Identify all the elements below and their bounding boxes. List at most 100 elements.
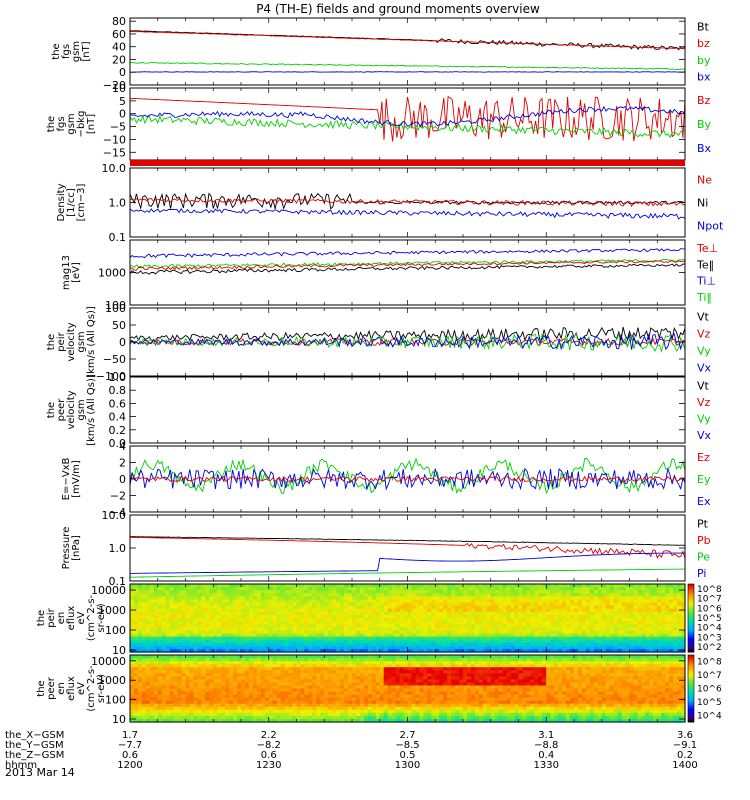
spectrogram-cell [197, 639, 202, 644]
spectrogram-cell [502, 639, 508, 644]
spectrogram-cell [264, 691, 270, 696]
spectrogram-cell [209, 667, 214, 671]
spectrogram-cell [470, 596, 476, 601]
spectrogram-cell [149, 715, 155, 720]
spectrogram-cell [300, 658, 306, 662]
spectrogram-cell [447, 584, 452, 588]
spectrogram-cell [403, 587, 409, 591]
spectrogram-cell [530, 611, 535, 616]
spectrogram-cell [161, 676, 167, 680]
spectrogram-cell [574, 636, 579, 641]
spectrogram-cell [554, 611, 559, 616]
spectrogram-cell [173, 709, 179, 714]
spectrogram-cell [229, 636, 234, 641]
spectrogram-cell [542, 602, 547, 607]
spectrogram-cell [292, 624, 298, 628]
spectrogram-cell [605, 599, 611, 604]
spectrogram-cell [574, 614, 579, 619]
spectrogram-cell [534, 584, 539, 588]
spectrogram-cell [173, 697, 179, 702]
spectrogram-cell [411, 661, 417, 665]
spectrogram-cell [213, 667, 218, 671]
spectrogram-cell [292, 593, 298, 597]
spectrogram-cell [284, 633, 290, 638]
spectrogram-cell [589, 621, 595, 625]
spectrogram-cell [332, 639, 337, 644]
spectrogram-cell [213, 670, 218, 674]
spectrogram-cell [320, 624, 325, 628]
spectrogram-cell [320, 630, 325, 635]
spectrogram-cell [209, 636, 214, 641]
spectrogram-cell [252, 611, 258, 616]
spectrogram-cell [375, 621, 381, 625]
spectrogram-cell [538, 630, 543, 635]
spectrogram-cell [645, 642, 650, 647]
spectrogram-cell [435, 630, 440, 635]
spectrogram-cell [181, 679, 187, 684]
spectrogram-cell [264, 685, 270, 690]
spectrogram-cell [637, 608, 642, 613]
spectrogram-cell [300, 630, 306, 635]
spectrogram-cell [256, 703, 262, 708]
spectrogram-cell [478, 636, 484, 641]
spectrogram-cell [161, 673, 167, 677]
spectrogram-cell [280, 703, 286, 708]
spectrogram-cell [423, 709, 428, 714]
spectrogram-cell [260, 599, 266, 604]
spectrogram-cell [411, 639, 417, 644]
spectrogram-cell [276, 661, 282, 665]
spectrogram-cell [669, 636, 674, 641]
spectrogram-cell [272, 590, 278, 594]
spectrogram-cell [439, 621, 444, 625]
spectrogram-cell [625, 642, 631, 647]
spectrogram-cell [145, 700, 151, 705]
spectrogram-cell [189, 703, 195, 708]
spectrogram-cell [280, 661, 286, 665]
spectrogram-cell [130, 676, 135, 680]
spectrogram-cell [379, 587, 385, 591]
spectrogram-cell [407, 676, 413, 680]
spectrogram-cell [363, 621, 369, 625]
spectrogram-cell [645, 630, 650, 635]
spectrogram-cell [213, 618, 218, 622]
spectrogram-cell [589, 614, 595, 619]
spectrogram-cell [268, 596, 274, 601]
spectrogram-cell [593, 590, 599, 594]
spectrogram-cell [459, 648, 464, 653]
spectrogram-cell [264, 709, 270, 714]
spectrogram-cell [284, 605, 290, 610]
spectrogram-cell [153, 596, 159, 601]
spectrogram-cell [605, 611, 611, 616]
spectrogram-cell [284, 691, 290, 696]
spectrogram-cell [538, 602, 543, 607]
spectrogram-cell [276, 709, 282, 714]
spectrogram-cell [379, 658, 385, 662]
spectrogram-cell [244, 670, 250, 674]
spectrogram-cell [379, 700, 385, 705]
spectrogram-cell [637, 593, 642, 597]
spectrogram-cell [173, 670, 179, 674]
spectrogram-cell [530, 645, 535, 650]
spectrogram-cell [601, 618, 607, 622]
spectrogram-cell [427, 611, 432, 616]
spectrogram-cell [470, 627, 476, 631]
spectrogram-cell [355, 676, 361, 680]
spectrogram-cell [423, 703, 428, 708]
spectrogram-cell [601, 630, 607, 635]
spectrogram-cell [260, 655, 266, 659]
spectrogram-cell [542, 633, 547, 638]
spectrogram-cell [316, 618, 321, 622]
spectrogram-cell [193, 658, 198, 662]
spectrogram-cell [546, 593, 551, 597]
spectrogram-cell [419, 645, 424, 650]
spectrogram-cell [316, 614, 321, 619]
spectrogram-cell [197, 658, 202, 662]
spectrogram-cell [197, 715, 202, 720]
spectrogram-cell [522, 596, 528, 601]
spectrogram-cell [141, 682, 147, 687]
spectrogram-cell [165, 661, 171, 665]
spectrogram-cell [145, 633, 151, 638]
spectrogram-cell [581, 590, 587, 594]
spectrogram-cell [367, 658, 373, 662]
spectrogram-cell [149, 590, 155, 594]
